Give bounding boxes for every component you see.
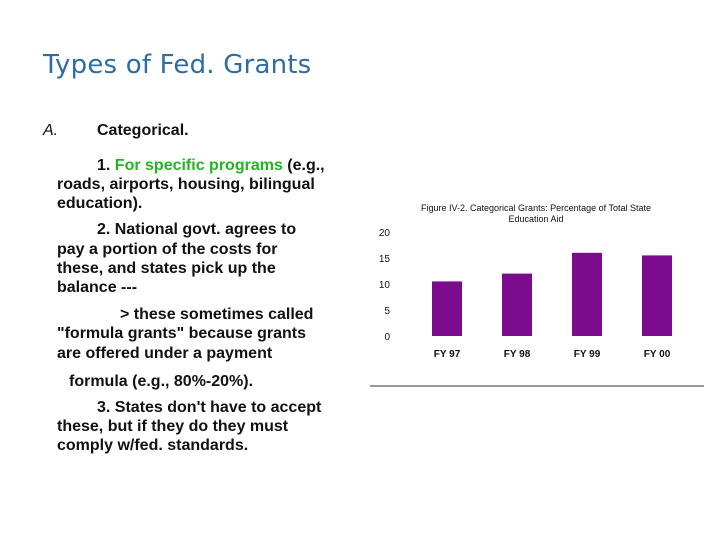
point-2-line-8: formula (e.g., 80%-20%). bbox=[69, 373, 254, 390]
item-heading: Categorical. bbox=[97, 122, 189, 139]
point-2-line-6: "formula grants" because grants bbox=[57, 325, 307, 342]
bar-fy-99 bbox=[572, 252, 602, 336]
bar-fy-00 bbox=[642, 255, 672, 336]
point-2-line-3: these, and states pick up the bbox=[57, 260, 276, 277]
y-tick-label: 0 bbox=[384, 332, 390, 343]
categorical-grants-chart: Figure IV-2. Categorical Grants: Percent… bbox=[368, 196, 706, 392]
x-category-label: FY 98 bbox=[504, 349, 531, 360]
bar-fy-97 bbox=[432, 281, 462, 336]
slide-title: Types of Fed. Grants bbox=[43, 50, 312, 80]
point-2-line-4: balance --- bbox=[57, 279, 138, 296]
point-1-highlight: For specific programs bbox=[114, 157, 283, 174]
point-2-line-2: pay a portion of the costs for bbox=[57, 241, 278, 258]
item-a-line: A. bbox=[43, 121, 58, 140]
point-1-line-1: 1. For specific programs (e.g., bbox=[97, 156, 325, 175]
x-category-label: FY 99 bbox=[574, 349, 601, 360]
point-2-line-5: > these sometimes called bbox=[120, 306, 314, 323]
chart-title-line-1: Figure IV-2. Categorical Grants: Percent… bbox=[421, 203, 651, 213]
item-marker: A. bbox=[43, 122, 59, 139]
point-3-line-2: these, but if they do they must bbox=[57, 418, 289, 435]
chart-canvas: Figure IV-2. Categorical Grants: Percent… bbox=[370, 203, 704, 387]
x-category-label: FY 97 bbox=[434, 349, 461, 360]
point-1-rest: (e.g., bbox=[282, 157, 325, 174]
y-tick-label: 10 bbox=[379, 280, 391, 291]
point-1-line-2: roads, airports, housing, bilingual bbox=[57, 176, 315, 193]
point-3-line-1: 3. States don't have to accept bbox=[97, 399, 322, 416]
point-2-line-1: 2. National govt. agrees to bbox=[97, 221, 297, 238]
y-tick-label: 5 bbox=[384, 306, 390, 317]
x-category-label: FY 00 bbox=[644, 349, 671, 360]
point-2-line-7: are offered under a payment bbox=[57, 345, 273, 362]
bar-fy-98 bbox=[502, 273, 532, 336]
chart-title-line-2: Education Aid bbox=[508, 214, 563, 224]
point-3-line-3: comply w/fed. standards. bbox=[57, 437, 249, 454]
y-tick-label: 15 bbox=[379, 254, 391, 265]
y-tick-label: 20 bbox=[379, 228, 391, 239]
point-1-line-3: education). bbox=[57, 195, 143, 212]
point-1-prefix: 1. bbox=[97, 157, 115, 174]
